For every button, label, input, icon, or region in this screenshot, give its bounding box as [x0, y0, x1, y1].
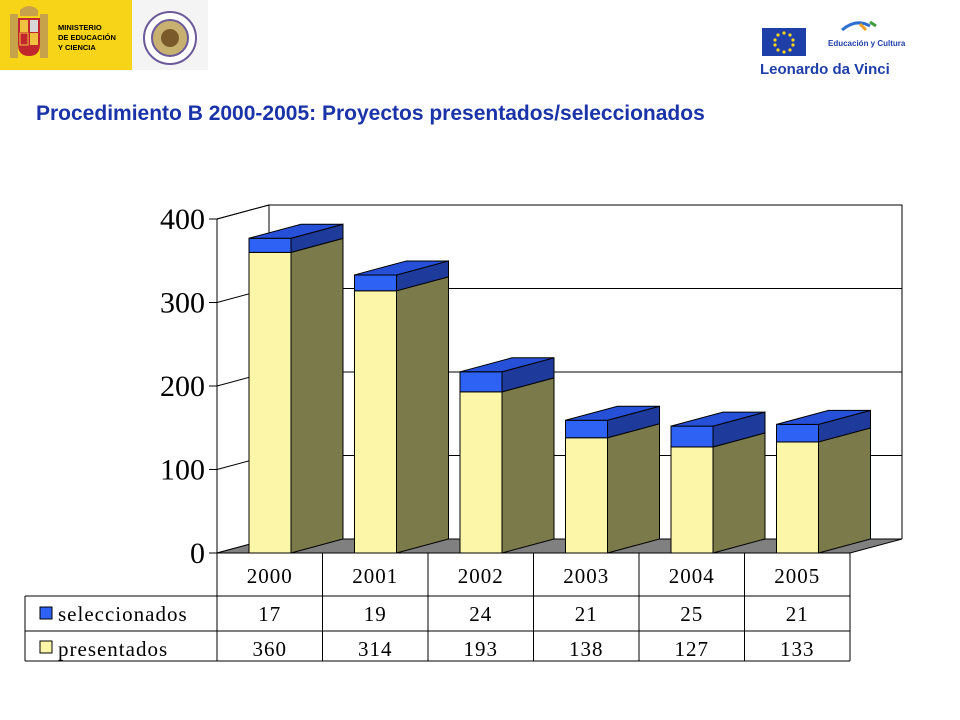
bar-seleccionados: [354, 274, 397, 292]
x-category-label: 2002: [458, 564, 504, 588]
legend-swatch-presentados: [39, 640, 53, 654]
x-category-label: 2005: [774, 564, 820, 588]
bar-top-face: [670, 411, 766, 427]
bar-top-face: [776, 409, 871, 425]
y-tick-label: 200: [160, 370, 205, 403]
table-cell-seleccionados: 17: [258, 602, 281, 626]
bar-top-face: [565, 405, 660, 421]
ministry-line-1: MINISTERIO: [58, 23, 102, 32]
leonardo-logo: Educación y Cultura Leonardo da Vinci: [760, 20, 906, 78]
table-cell-seleccionados: 19: [364, 602, 387, 626]
x-category-label: 2001: [352, 564, 398, 588]
table-cell-presentados: 133: [780, 637, 815, 661]
table-cell-presentados: 314: [358, 637, 393, 661]
bar-top-face: [459, 357, 555, 373]
ministry-line-3: Y CIENCIA: [58, 43, 96, 52]
bar-presentados-side: [712, 432, 766, 554]
gridline: [216, 204, 902, 220]
y-tick-label: 400: [160, 203, 205, 236]
bar-top-face: [354, 260, 449, 276]
bar-presentados: [248, 251, 292, 554]
bar-seleccionados: [565, 419, 608, 439]
eu-flag-icon: [762, 28, 806, 56]
bar-seleccionados: [248, 237, 292, 253]
table-cell-seleccionados: 24: [469, 602, 492, 626]
legend-swatch-seleccionados: [39, 606, 53, 620]
bar-seleccionados: [670, 425, 714, 448]
bar-presentados-side: [818, 427, 871, 554]
y-tick-label: 0: [190, 537, 205, 570]
x-category-label: 2004: [669, 564, 715, 588]
table-cell-presentados: 193: [464, 637, 499, 661]
bar-presentados-side: [290, 237, 344, 554]
page-title: Procedimiento B 2000-2005: Proyectos pre…: [36, 102, 705, 125]
program-name: Leonardo da Vinci: [760, 61, 890, 78]
ministry-logo: MINISTERIO DE EDUCACIÓN Y CIENCIA: [0, 0, 208, 70]
legend-label-seleccionados: seleccionados: [58, 602, 188, 626]
bar-top-face: [248, 223, 344, 239]
agency-seal-icon: [143, 11, 197, 65]
y-tick-label: 300: [160, 287, 205, 320]
bar-seleccionados: [459, 371, 503, 393]
spain-coat-of-arms-icon: [10, 6, 48, 58]
bar-presentados: [565, 437, 608, 554]
education-culture-swoosh-icon: [841, 20, 877, 32]
data-table: 2000 17 360 2001 19 314 2002 24 193 2003 21 138 2004…: [24, 553, 851, 662]
bar-series: [248, 223, 871, 554]
table-cell-presentados: 127: [675, 637, 710, 661]
bar-seleccionados: [776, 423, 819, 443]
ministry-line-2: DE EDUCACIÓN: [58, 33, 116, 42]
table-cell-presentados: 360: [253, 637, 288, 661]
program-tagline: Educación y Cultura: [828, 39, 906, 48]
bar-presentados-side: [607, 423, 660, 554]
x-category-label: 2000: [247, 564, 293, 588]
table-cell-seleccionados: 21: [786, 602, 809, 626]
x-category-label: 2003: [563, 564, 609, 588]
bar-presentados: [776, 441, 819, 554]
bar-presentados: [354, 290, 397, 554]
table-cell-presentados: 138: [569, 637, 604, 661]
legend-label-presentados: presentados: [58, 637, 168, 661]
y-axis: 0 100 200 300 400: [160, 203, 218, 570]
bar-presentados: [459, 391, 503, 554]
bar-presentados-side: [396, 276, 449, 554]
y-tick-label: 100: [160, 454, 205, 487]
table-cell-seleccionados: 21: [575, 602, 598, 626]
table-cell-seleccionados: 25: [680, 602, 703, 626]
bar-presentados-side: [501, 377, 555, 554]
bar-presentados: [670, 446, 714, 554]
